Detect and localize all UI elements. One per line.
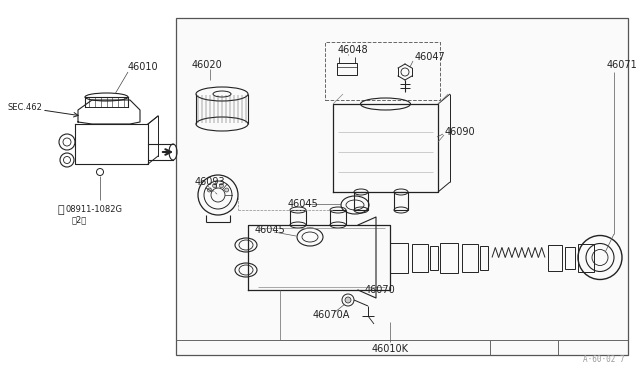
Circle shape bbox=[225, 188, 228, 192]
Circle shape bbox=[212, 184, 216, 187]
Text: A·60·02 7: A·60·02 7 bbox=[584, 355, 625, 364]
Bar bbox=[480, 246, 488, 269]
Text: 46070: 46070 bbox=[365, 285, 396, 295]
Text: 46047: 46047 bbox=[415, 52, 445, 62]
Text: 46070A: 46070A bbox=[313, 310, 350, 320]
Text: 08911-1082G: 08911-1082G bbox=[66, 205, 123, 215]
Circle shape bbox=[345, 297, 351, 303]
Circle shape bbox=[220, 184, 223, 187]
Text: 46010K: 46010K bbox=[371, 344, 408, 354]
Text: 46093: 46093 bbox=[195, 177, 226, 187]
Bar bbox=[390, 243, 408, 273]
Text: 46048: 46048 bbox=[338, 45, 369, 55]
Bar bbox=[394, 192, 408, 210]
Bar bbox=[325, 42, 440, 100]
Bar bbox=[578, 244, 594, 272]
Text: 46010: 46010 bbox=[128, 62, 159, 72]
Bar bbox=[176, 18, 628, 355]
Text: 46045: 46045 bbox=[288, 199, 319, 209]
Text: 46045: 46045 bbox=[255, 225, 285, 235]
Bar bbox=[548, 244, 562, 270]
Bar bbox=[440, 243, 458, 273]
Text: 46090: 46090 bbox=[445, 127, 476, 137]
Bar bbox=[565, 247, 575, 269]
Bar bbox=[354, 192, 368, 210]
Bar bbox=[430, 246, 438, 269]
Bar bbox=[462, 244, 478, 272]
Bar bbox=[337, 63, 357, 75]
Text: ⓝ: ⓝ bbox=[57, 205, 63, 215]
Text: SEC.462: SEC.462 bbox=[7, 103, 42, 112]
Circle shape bbox=[207, 188, 211, 192]
Text: （2）: （2） bbox=[72, 215, 87, 224]
Text: 46020: 46020 bbox=[192, 60, 223, 70]
Bar bbox=[412, 244, 428, 272]
Text: 46071: 46071 bbox=[607, 60, 637, 70]
